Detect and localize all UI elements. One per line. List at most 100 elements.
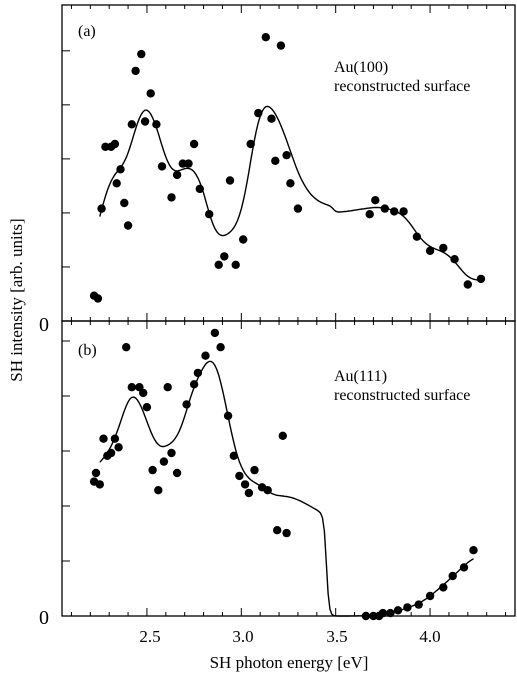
data-point: [371, 196, 380, 205]
data-point: [450, 255, 459, 264]
data-point: [152, 120, 161, 129]
data-point: [378, 608, 388, 618]
data-point: [195, 184, 204, 194]
data-point: [254, 108, 263, 118]
data-point: [167, 448, 176, 458]
data-point: [210, 328, 220, 338]
data-point: [95, 480, 105, 489]
data-point: [399, 207, 408, 216]
data-point: [193, 368, 203, 378]
panel-a-annotation-sample: Au(100): [334, 59, 388, 76]
data-point: [123, 221, 133, 230]
data-point: [122, 343, 131, 352]
data-point: [148, 465, 157, 475]
data-point: [154, 486, 163, 495]
data-point: [131, 66, 140, 76]
data-point: [229, 451, 238, 460]
data-point: [246, 139, 255, 149]
data-point: [140, 117, 150, 126]
data-point: [139, 388, 148, 398]
data-point: [146, 89, 155, 98]
panel-a-label: (a): [78, 23, 96, 40]
data-point: [225, 176, 235, 185]
data-point: [189, 139, 199, 149]
data-point: [214, 260, 223, 269]
data-point: [412, 232, 422, 241]
data-point: [286, 179, 295, 188]
data-point: [425, 246, 435, 255]
data-point: [114, 443, 123, 452]
data-point: [205, 210, 214, 219]
x-tick-label-3-0: 3.0: [232, 627, 253, 646]
data-point: [293, 204, 303, 213]
x-tick-label-4-0: 4.0: [419, 627, 440, 646]
data-point: [278, 431, 287, 440]
panel-a-zero-label: 0: [39, 314, 49, 336]
data-point: [159, 457, 169, 466]
panel-b-zero-label: 0: [39, 607, 49, 629]
data-point: [91, 468, 101, 478]
data-point: [127, 120, 136, 129]
fit-curve: [99, 105, 481, 281]
data-point: [223, 411, 233, 420]
data-point: [184, 159, 193, 168]
data-point: [244, 488, 254, 498]
data-point: [201, 351, 210, 360]
x-tick-label-2-5: 2.5: [139, 627, 160, 646]
panel-a-frame: [61, 4, 516, 322]
panel-b-frame: [61, 320, 516, 617]
tick-marks: [62, 5, 507, 617]
data-point: [469, 546, 478, 555]
data-point: [271, 156, 280, 165]
data-point: [476, 274, 486, 284]
panel-b-annotation-surface: reconstructed surface: [334, 387, 470, 404]
x-axis-title: SH photon energy [eV]: [210, 653, 369, 672]
data-point: [172, 170, 182, 180]
data-point: [414, 600, 423, 609]
data-point: [282, 151, 291, 160]
data-point: [182, 400, 191, 409]
data-point: [263, 486, 272, 495]
data-point: [439, 243, 448, 253]
data-point: [282, 528, 291, 538]
data-point: [106, 448, 116, 458]
data-point: [239, 235, 248, 244]
data-point: [439, 583, 448, 592]
data-point: [231, 260, 240, 269]
x-tick-label-3-5: 3.5: [326, 627, 347, 646]
data-point: [157, 162, 167, 171]
data-point: [386, 608, 395, 618]
data-point: [403, 603, 412, 612]
data-point: [361, 611, 371, 621]
data-point: [448, 571, 457, 581]
panel-b-annotation-sample: Au(111): [334, 368, 387, 385]
data-point: [142, 403, 152, 412]
data-point: [267, 114, 276, 123]
data-point: [273, 526, 282, 535]
data-point: [110, 139, 120, 149]
y-axis-title: SH intensity [arb. units]: [7, 218, 26, 381]
data-point: [99, 434, 108, 443]
data-point: [459, 563, 469, 572]
data-point: [393, 606, 403, 615]
data-point: [390, 207, 399, 216]
data-point: [240, 480, 250, 489]
data-point: [97, 204, 106, 213]
data-point: [463, 280, 472, 289]
panel-a-annotation-surface: reconstructed surface: [334, 78, 470, 95]
data-point: [93, 294, 103, 303]
data-point: [172, 468, 182, 478]
data-point: [216, 343, 225, 352]
data-point: [276, 41, 286, 50]
data-point: [235, 471, 244, 481]
data-point: [137, 49, 146, 59]
data-point: [380, 204, 389, 213]
data-point: [365, 210, 374, 219]
panel-b-label: (b): [78, 342, 97, 359]
data-point: [163, 383, 172, 392]
data-point: [220, 252, 229, 261]
data-point: [110, 434, 120, 443]
data-point: [112, 179, 121, 188]
data-point: [425, 591, 435, 601]
